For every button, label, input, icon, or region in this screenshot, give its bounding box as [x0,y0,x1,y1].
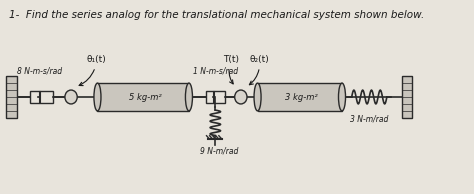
Text: 9 N-m/rad: 9 N-m/rad [200,147,238,156]
Circle shape [65,90,77,104]
Bar [206,91,225,103]
Text: 3 kg-m²: 3 kg-m² [285,94,318,102]
Text: θ₁(t): θ₁(t) [79,55,107,86]
Bar [402,76,412,118]
Ellipse shape [185,83,192,111]
Text: 3 N-m/rad: 3 N-m/rad [350,115,389,124]
Bar [257,83,342,111]
Circle shape [235,90,247,104]
Bar [98,83,189,111]
Ellipse shape [94,83,101,111]
Ellipse shape [338,83,346,111]
Text: 8 N-m-s/rad: 8 N-m-s/rad [18,66,63,75]
Ellipse shape [254,83,261,111]
Bar [30,91,53,103]
Text: 5 kg-m²: 5 kg-m² [128,94,161,102]
Text: 1 N-m-s/rad: 1 N-m-s/rad [193,66,238,75]
Text: T(t): T(t) [223,55,239,84]
Text: 1-  Find the series analog for the translational mechanical system shown below.: 1- Find the series analog for the transl… [9,10,425,20]
Bar [6,76,17,118]
Text: θ₂(t): θ₂(t) [249,55,269,85]
